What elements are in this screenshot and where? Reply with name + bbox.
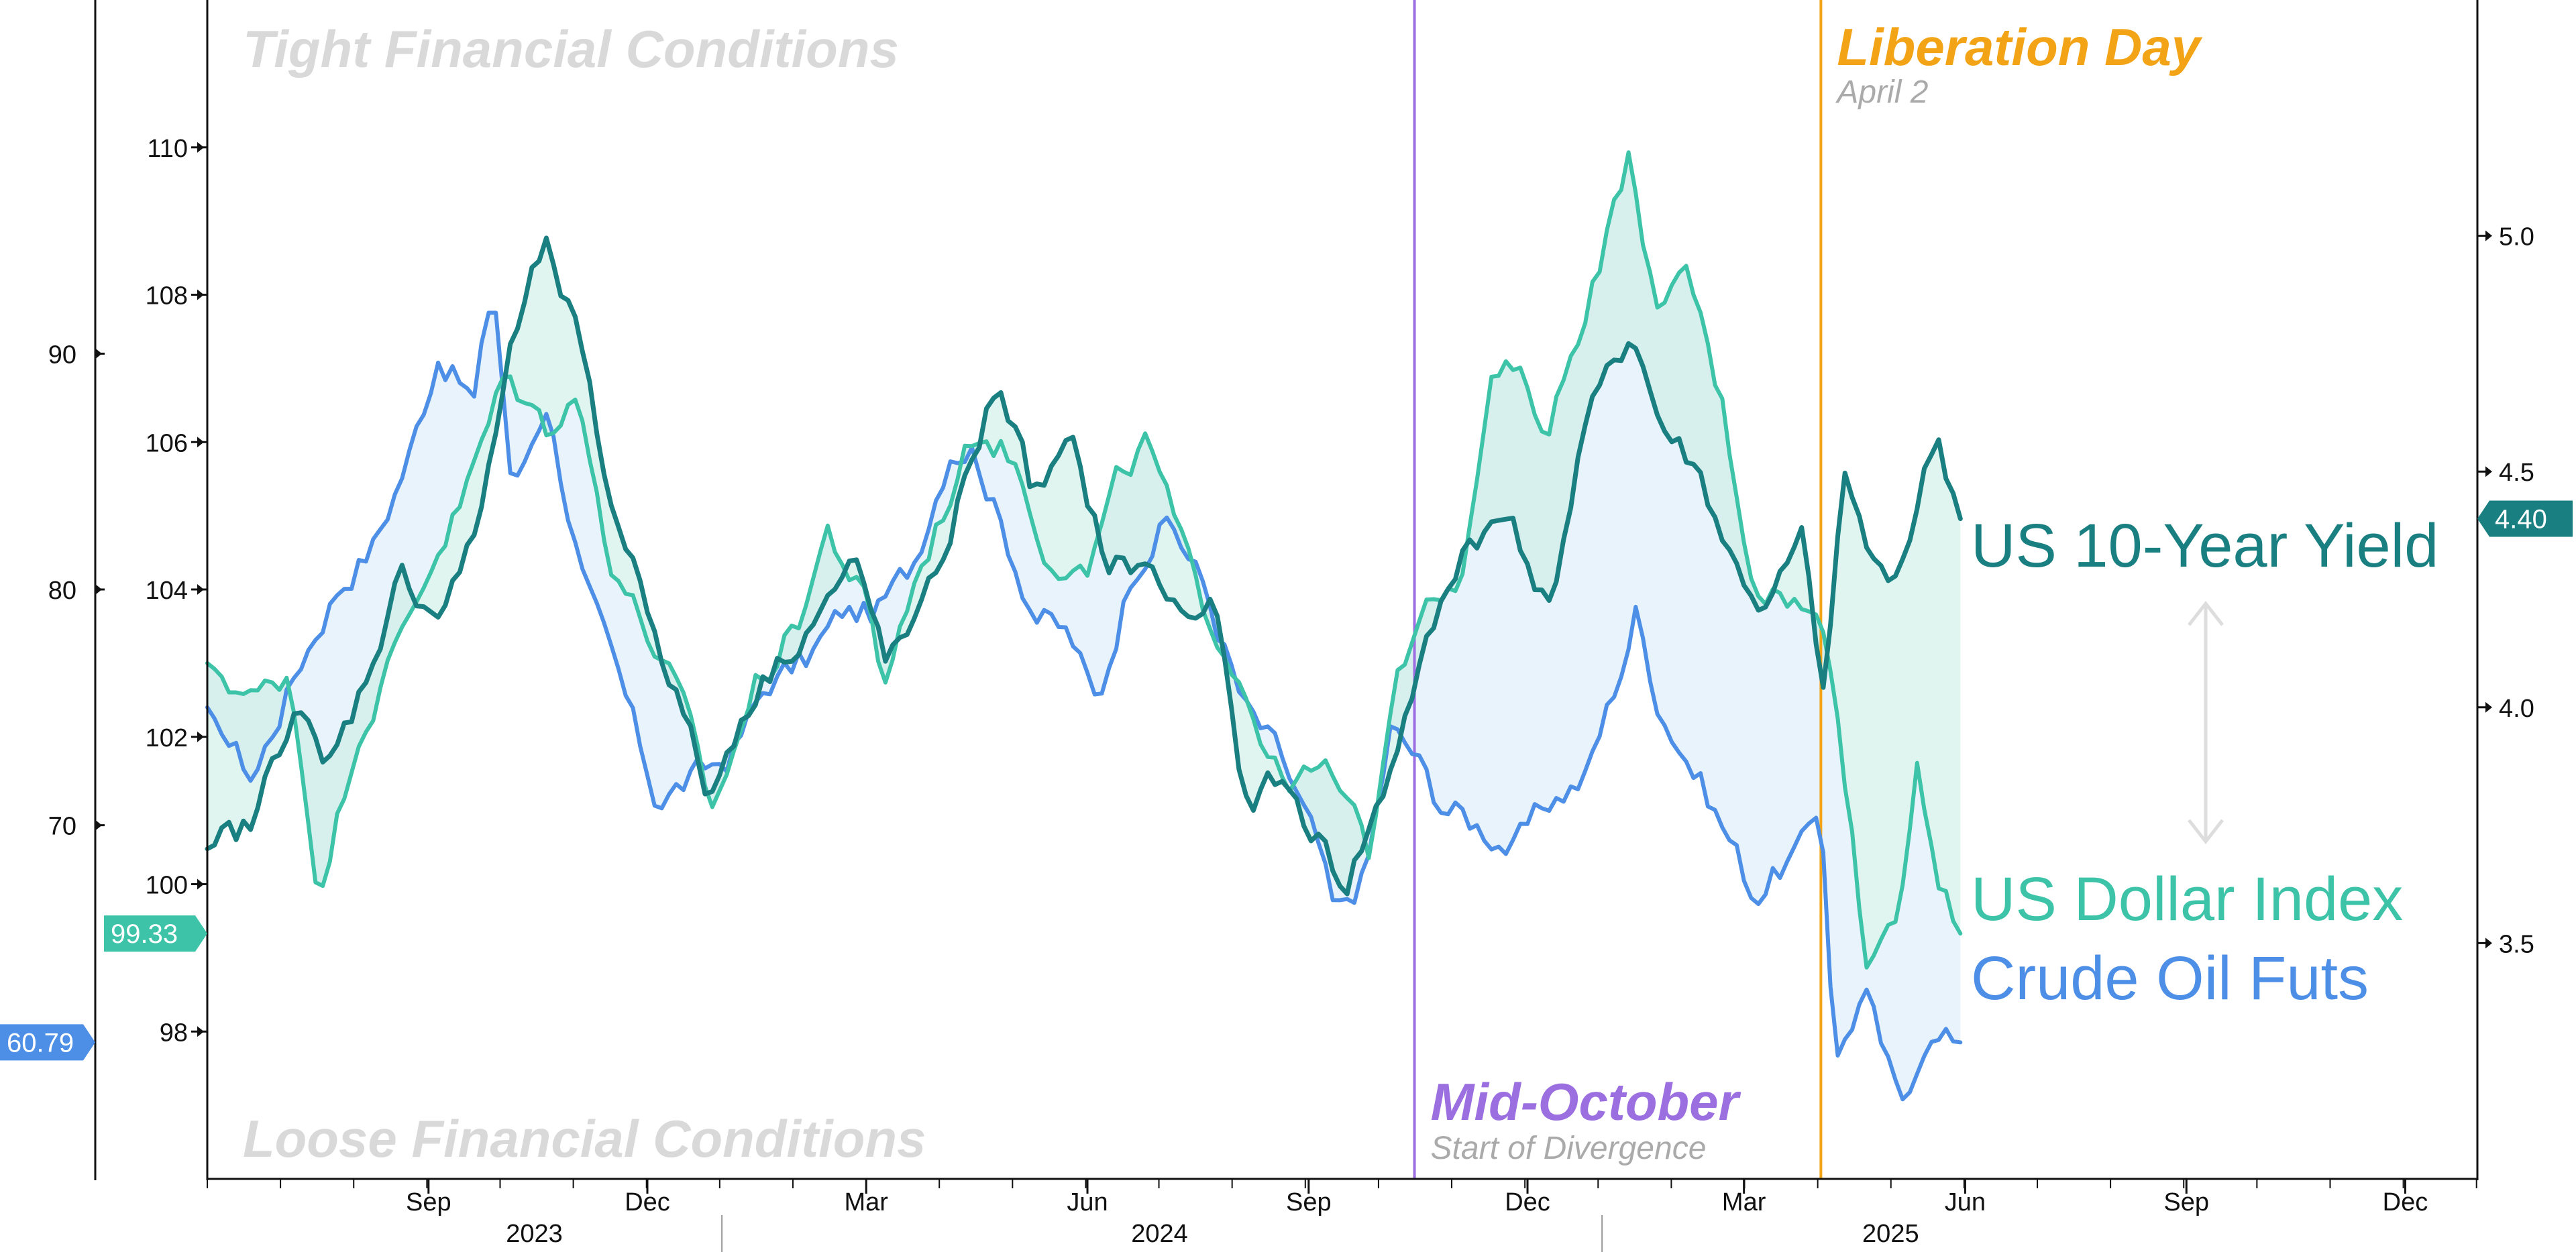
yield-tick-arrow	[2485, 701, 2492, 713]
oil-tick-arrow	[95, 584, 102, 595]
legend-dxy: US Dollar Index	[1971, 865, 2403, 933]
x-tick-label: Mar	[1722, 1188, 1766, 1216]
badge-dxy-text: 99.33	[111, 919, 178, 949]
series-line-oil	[205, 310, 1963, 1102]
x-year-label: 2024	[1131, 1220, 1188, 1248]
series-line-dxy	[205, 150, 1963, 970]
event-subtitle: Start of Divergence	[1431, 1131, 1707, 1166]
oil-tick-label: 90	[48, 341, 76, 369]
yield-tick-label: 5.0	[2499, 223, 2534, 251]
dxy-tick-arrow	[197, 731, 204, 742]
x-axis-ticks: Sep Dec Mar Jun Sep Dec Mar Jun Sep Dec 2023 2024 20…	[207, 1179, 2477, 1252]
dxy-tick-arrow	[197, 878, 204, 890]
annotation-bottom: Loose Financial Conditions	[243, 1109, 926, 1168]
x-tick-label: Jun	[1067, 1188, 1108, 1216]
oil-tick-label: 70	[48, 813, 76, 841]
dxy-tick-label: 104	[146, 577, 188, 605]
dxy-tick-label: 110	[147, 135, 188, 163]
oil-tick-arrow	[95, 819, 102, 831]
yield-tick-arrow	[2485, 937, 2492, 949]
oil-tick-arrow	[95, 348, 102, 359]
x-year-label: 2025	[1862, 1220, 1919, 1248]
legend-yield: US 10-Year Yield	[1971, 512, 2438, 580]
badge-oil-text: 60.79	[7, 1028, 74, 1058]
x-year-label: 2023	[506, 1220, 563, 1248]
dxy-tick-label: 106	[146, 429, 188, 457]
band-fills	[207, 152, 1961, 1100]
yield-axis-ticks: 3.5 4.0 4.5 5.0	[2477, 223, 2534, 958]
event-title: Mid-October	[1431, 1072, 1741, 1131]
dxy-tick-arrow	[197, 1026, 204, 1037]
legend-oil: Crude Oil Futs	[1971, 944, 2369, 1013]
dxy-tick-arrow	[197, 141, 204, 153]
badge-yield	[2477, 500, 2573, 537]
x-tick-label: Sep	[406, 1188, 451, 1216]
oil-tick-label: 80	[48, 577, 76, 605]
x-tick-label: Mar	[844, 1188, 888, 1216]
event-title: Liberation Day	[1837, 17, 2202, 76]
dxy-tick-arrow	[197, 289, 204, 300]
series-line-yield	[205, 235, 1963, 897]
x-tick-label: Dec	[2383, 1188, 2428, 1216]
band-dxy-yield	[207, 152, 1961, 968]
dxy-tick-label: 100	[146, 872, 188, 900]
dxy-tick-arrow	[197, 437, 204, 448]
x-tick-label: Dec	[1505, 1188, 1550, 1216]
dxy-tick-arrow	[197, 584, 204, 595]
yield-tick-arrow	[2485, 466, 2492, 477]
yield-tick-label: 4.0	[2499, 695, 2534, 723]
double-arrow-icon	[2188, 600, 2224, 845]
x-tick-label: Sep	[1286, 1188, 1332, 1216]
x-tick-label: Dec	[625, 1188, 670, 1216]
x-tick-label: Jun	[1945, 1188, 1986, 1216]
yield-tick-label: 4.5	[2499, 459, 2534, 487]
dxy-tick-label: 102	[146, 724, 188, 752]
x-tick-label: Sep	[2163, 1188, 2209, 1216]
dxy-tick-label: 98	[160, 1019, 188, 1047]
annotation-top: Tight Financial Conditions	[243, 19, 899, 78]
oil-axis-ticks: 70 80 90	[48, 341, 105, 841]
dxy-tick-label: 108	[146, 282, 188, 310]
yield-tick-arrow	[2485, 230, 2492, 241]
last-value-badges: 60.79 99.33 4.40	[0, 500, 2573, 1061]
dxy-axis-ticks: 98 100 102 104 106 108 110	[146, 135, 207, 1047]
series-lines	[205, 150, 1963, 1102]
badge-oil	[0, 1024, 95, 1061]
band-oil-dxy	[207, 152, 1961, 1100]
badge-dxy	[104, 915, 207, 952]
event-subtitle: April 2	[1835, 74, 1928, 110]
legend: US 10-Year Yield US Dollar Index Crude O…	[1971, 512, 2438, 1013]
yield-tick-label: 3.5	[2499, 930, 2534, 958]
badge-yield-text: 4.40	[2495, 505, 2547, 534]
